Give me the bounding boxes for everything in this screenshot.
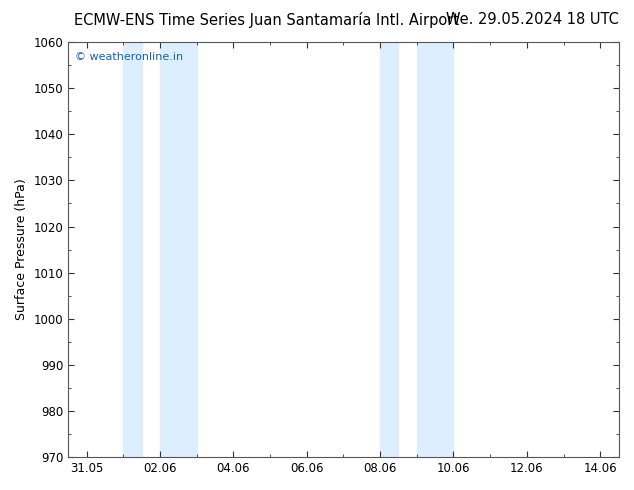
Bar: [417, 42, 453, 457]
Bar: [123, 42, 141, 457]
Bar: [160, 42, 197, 457]
Text: ECMW-ENS Time Series Juan Santamaría Intl. Airport: ECMW-ENS Time Series Juan Santamaría Int…: [74, 12, 459, 28]
Text: © weatheronline.in: © weatheronline.in: [75, 52, 183, 62]
Text: We. 29.05.2024 18 UTC: We. 29.05.2024 18 UTC: [446, 12, 619, 27]
Bar: [380, 42, 398, 457]
Y-axis label: Surface Pressure (hPa): Surface Pressure (hPa): [15, 179, 28, 320]
